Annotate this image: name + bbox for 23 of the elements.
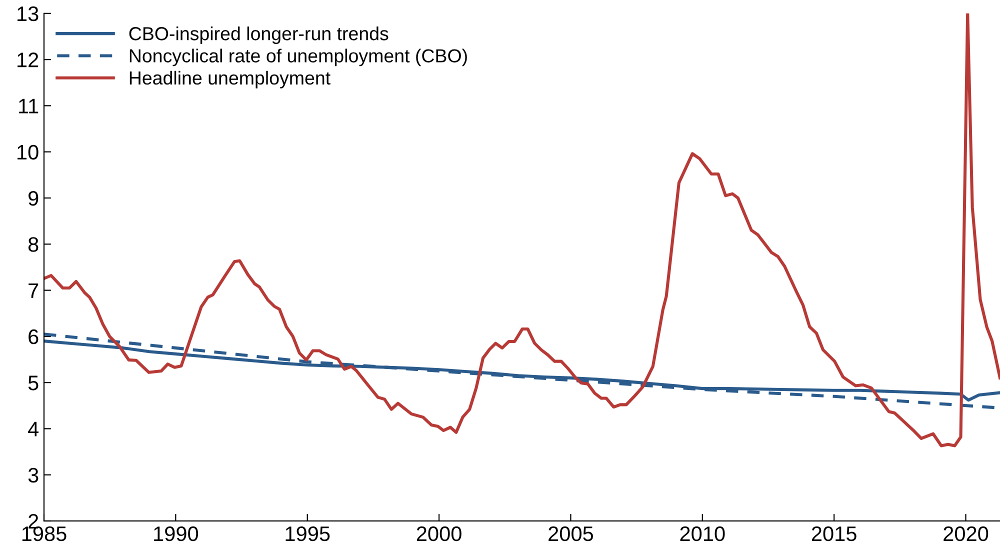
x-tick-label: 2010 <box>680 526 725 542</box>
x-tick-label: 2015 <box>812 526 856 542</box>
x-tick-label: 2000 <box>416 526 462 542</box>
x-tick-label: 1990 <box>154 526 198 542</box>
y-tick-label: 3 <box>28 468 38 483</box>
x-tick-label: 1995 <box>286 526 330 542</box>
line-series <box>44 13 1000 448</box>
y-tick-label: 10 <box>18 144 38 160</box>
x-tick-label: 2005 <box>548 526 594 542</box>
legend-label: Headline unemployment <box>130 70 330 88</box>
y-tick-label: 5 <box>28 376 38 390</box>
y-tick-label: 7 <box>28 283 38 298</box>
y-tick-label: 12 <box>18 52 38 68</box>
y-tick-label: 9 <box>28 190 38 206</box>
x-tick-label: 2020 <box>944 526 988 542</box>
y-tick-label: 6 <box>28 329 38 344</box>
x-tick-label: 1985 <box>22 526 66 542</box>
y-tick-label: 4 <box>28 422 39 436</box>
legend-label: Noncyclical rate of unemployment (CBO) <box>130 48 467 66</box>
y-tick-label: 11 <box>19 98 38 114</box>
legend-label: CBO-inspired longer-run trends <box>129 26 388 44</box>
y-tick-label: 13 <box>18 6 38 22</box>
y-tick-label: 8 <box>28 237 38 252</box>
